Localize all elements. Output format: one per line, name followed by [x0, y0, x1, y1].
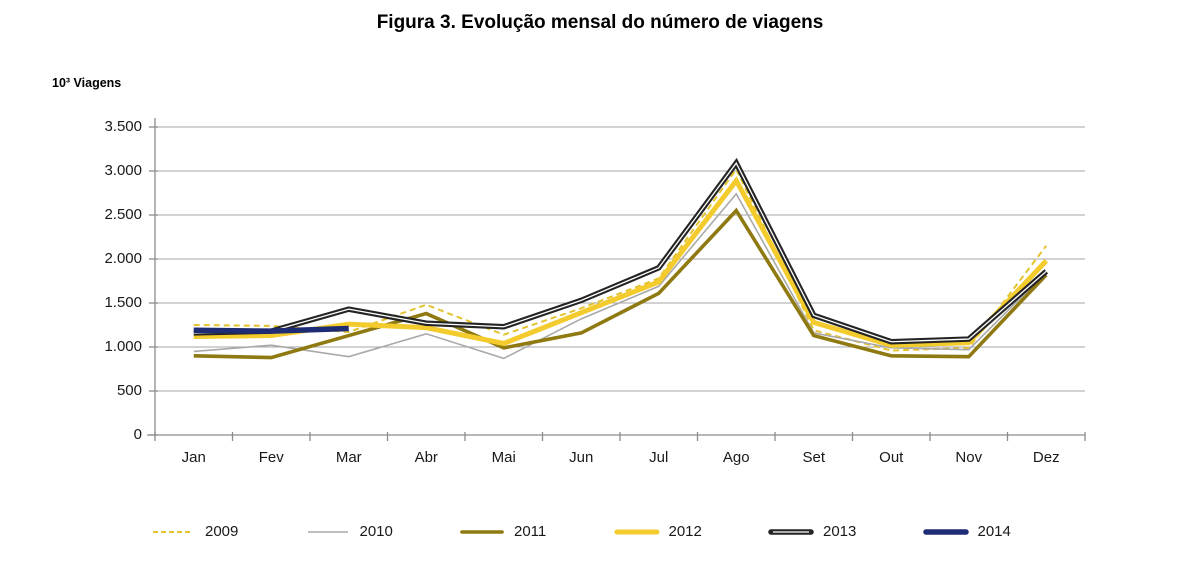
legend-item-2012: 2012 — [614, 523, 702, 540]
legend-label: 2009 — [205, 523, 239, 540]
legend-line-icon — [460, 529, 504, 534]
legend-item-2014: 2014 — [922, 523, 1011, 540]
series-line-2011 — [193, 207, 1048, 360]
y-axis-unit-label: 10³ Viagens — [52, 76, 122, 90]
legend-item-2013: 2013 — [768, 523, 856, 540]
x-axis-label: Set — [802, 449, 825, 466]
x-axis-label: Jan — [181, 449, 206, 466]
legend-label: 2014 — [977, 523, 1011, 540]
x-axis-label: Ago — [722, 449, 750, 466]
y-axis-label: 3.000 — [104, 162, 142, 179]
x-axis-label: Mai — [491, 449, 516, 466]
x-axis-label: Jun — [569, 449, 594, 466]
x-axis-label: Abr — [414, 449, 438, 466]
legend-item-2010: 2010 — [305, 523, 393, 540]
series-line-2012 — [193, 176, 1049, 348]
legend-line-icon — [922, 528, 969, 535]
legend-line-icon — [614, 529, 659, 534]
legend-item-2011: 2011 — [459, 523, 546, 540]
y-axis-label: 500 — [116, 382, 142, 399]
series-line-2010 — [193, 192, 1047, 360]
series-line-2009 — [193, 167, 1048, 352]
chart-title: Figura 3. Evolução mensal do número de v… — [376, 12, 824, 33]
legend-label: 2011 — [514, 523, 547, 540]
x-axis-label: Jul — [649, 449, 669, 466]
y-axis-label: 1.000 — [104, 338, 142, 355]
legend-label: 2013 — [823, 523, 857, 540]
legend-label: 2012 — [668, 523, 702, 540]
legend-line-icon — [307, 530, 348, 533]
legend-item-2009: 2009 — [150, 523, 238, 540]
x-axis-label: Out — [879, 449, 904, 466]
x-axis-label: Nov — [955, 449, 983, 466]
legend-line-icon — [153, 530, 193, 533]
x-axis-label: Fev — [258, 449, 284, 466]
x-axis-label: Dez — [1032, 449, 1060, 466]
y-axis-label: 3.500 — [104, 118, 142, 135]
series-line-inner-2013 — [193, 161, 1047, 343]
y-axis-label: 1.500 — [104, 294, 142, 311]
y-axis-label: 2.500 — [104, 206, 142, 223]
x-axis-label: Mar — [335, 449, 362, 466]
y-axis-label: 2.000 — [104, 250, 142, 267]
series-line-2014 — [193, 325, 349, 334]
legend-line-icon — [768, 528, 814, 535]
legend-label: 2010 — [359, 523, 393, 540]
y-axis-label: 0 — [133, 426, 142, 443]
